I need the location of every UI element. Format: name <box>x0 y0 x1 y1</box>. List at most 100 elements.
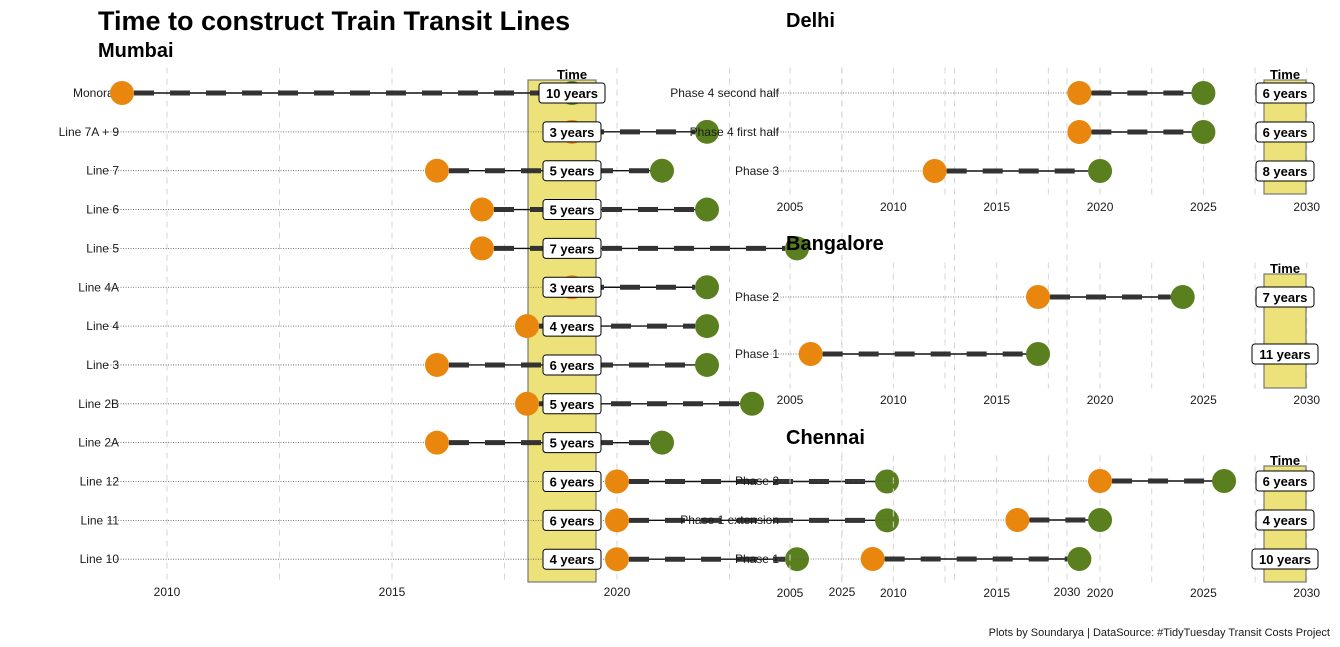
row-line-11: Line 11 6 years <box>81 508 899 533</box>
category-label: Phase 1 extension <box>680 513 779 527</box>
category-label: Phase 2 <box>735 290 779 304</box>
category-label: Line 2A <box>78 436 119 450</box>
x-tick-label: 2010 <box>880 200 907 214</box>
category-label: Monorail <box>73 86 119 100</box>
x-tick-label: 2025 <box>829 585 856 599</box>
duration-label: 7 years <box>550 241 595 256</box>
category-label: Phase 3 <box>735 164 779 178</box>
panels: Mumbai Time Monorail 10 years Line 7A + 9 3 y… <box>59 10 1321 600</box>
category-label: Line 7A + 9 <box>59 125 120 139</box>
end-point <box>695 119 719 144</box>
duration-label: 3 years <box>550 125 595 140</box>
panel-subtitle: Bangalore <box>786 233 884 255</box>
x-tick-label: 2015 <box>983 586 1010 600</box>
duration-label: 8 years <box>1263 164 1308 179</box>
duration-box <box>542 276 602 298</box>
panel-mumbai: Mumbai Time Monorail 10 years Line 7A + 9 3 y… <box>59 40 1081 599</box>
start-point <box>605 508 629 533</box>
x-tick-label: 2015 <box>983 393 1010 407</box>
x-tick-label: 2010 <box>880 393 907 407</box>
duration-box <box>1251 548 1319 570</box>
x-tick-label: 2020 <box>604 585 631 599</box>
end-point <box>695 197 719 222</box>
row-line-7: Line 7 5 years <box>86 158 674 183</box>
duration-box <box>542 509 602 531</box>
duration-label: 6 years <box>550 475 595 490</box>
time-header: Time <box>1270 67 1300 82</box>
category-label: Line 11 <box>81 513 120 527</box>
row-line-3: Line 3 6 years <box>86 352 719 377</box>
category-label: Phase 1 <box>735 552 779 566</box>
duration-box <box>542 393 602 415</box>
x-tick-label: 2010 <box>880 586 907 600</box>
end-point <box>650 158 674 183</box>
row-line-6: Line 6 5 years <box>86 197 719 222</box>
duration-box <box>542 315 602 337</box>
duration-box <box>1255 160 1315 182</box>
start-point <box>425 430 449 455</box>
panel-subtitle: Mumbai <box>98 40 174 62</box>
duration-label: 5 years <box>550 397 595 412</box>
x-tick-label: 2010 <box>154 585 181 599</box>
start-point <box>425 352 449 377</box>
row-monorail: Monorail 10 years <box>73 81 606 105</box>
x-tick-label: 2030 <box>1293 393 1320 407</box>
duration-box <box>1255 286 1315 308</box>
end-point <box>695 275 719 300</box>
end-point <box>1026 342 1051 366</box>
duration-box <box>1255 509 1315 531</box>
panel-bangalore: Bangalore Time Phase 2 7 years Phase 1 11 yea… <box>735 233 1320 407</box>
end-point <box>785 236 809 261</box>
x-tick-label: 2025 <box>1190 393 1217 407</box>
start-point <box>470 236 494 261</box>
end-point <box>1170 285 1195 309</box>
panel-chennai: Chennai Time Phase 2 6 years Phase 1 extensi… <box>680 427 1320 600</box>
duration-label: 10 years <box>1259 552 1311 567</box>
end-point <box>875 469 899 494</box>
end-point <box>1212 469 1237 493</box>
time-header: Time <box>557 67 587 82</box>
category-label: Phase 4 first half <box>690 125 780 139</box>
panel-subtitle: Chennai <box>786 427 865 449</box>
duration-label: 6 years <box>1263 86 1308 101</box>
start-point <box>922 159 947 183</box>
category-label: Line 7 <box>86 164 119 178</box>
start-point <box>515 391 539 416</box>
category-label: Line 4A <box>78 280 119 294</box>
duration-box <box>542 548 602 570</box>
end-point <box>740 391 764 416</box>
category-label: Line 6 <box>86 203 119 217</box>
duration-box <box>542 237 602 259</box>
duration-box <box>542 121 602 143</box>
end-point <box>1067 547 1092 571</box>
x-tick-label: 2020 <box>1087 200 1114 214</box>
category-label: Line 4 <box>86 319 119 333</box>
category-label: Phase 1 <box>735 347 779 361</box>
x-tick-label: 2015 <box>379 585 406 599</box>
row-phase-2: Phase 2 7 years <box>735 285 1315 309</box>
x-tick-label: 2015 <box>983 200 1010 214</box>
category-label: Line 10 <box>80 552 120 566</box>
duration-box <box>542 354 602 376</box>
row-line-2b: Line 2B 5 years <box>78 391 764 416</box>
category-label: Phase 2 <box>735 474 779 488</box>
end-point <box>1191 81 1216 105</box>
start-point <box>1005 508 1030 532</box>
end-point <box>785 547 809 572</box>
x-tick-label: 2030 <box>1293 586 1320 600</box>
time-header: Time <box>1270 453 1300 468</box>
end-point <box>695 314 719 339</box>
row-phase-4-first-half: Phase 4 first half 6 years <box>690 120 1315 144</box>
duration-label: 6 years <box>1263 474 1308 489</box>
x-tick-label: 2025 <box>1190 200 1217 214</box>
duration-label: 4 years <box>550 319 595 334</box>
duration-box <box>1251 343 1319 365</box>
duration-box <box>1255 470 1315 492</box>
x-tick-label: 2020 <box>1087 586 1114 600</box>
row-line-2a: Line 2A 5 years <box>78 430 674 455</box>
x-tick-label: 2020 <box>1087 393 1114 407</box>
x-tick-label: 2025 <box>1190 586 1217 600</box>
start-point <box>605 547 629 572</box>
